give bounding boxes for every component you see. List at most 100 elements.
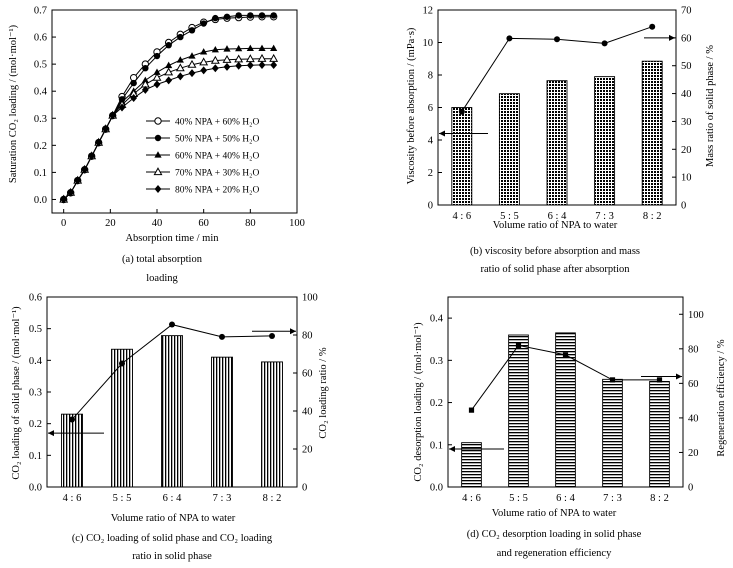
panel-a-point [188, 27, 196, 34]
panel-a-xlabel: Absorption time / min [125, 233, 219, 244]
panel-b-point [649, 23, 656, 30]
panel-a-legend-marker [153, 167, 163, 176]
panel-a-point [270, 12, 277, 19]
panel-a-ylabel: Saturation CO₂ loading / (mol·mol⁻¹) [8, 24, 19, 183]
panel-b-xtick-label: 6 : 4 [548, 211, 567, 222]
panel-a-point [222, 54, 232, 63]
panel-a-point [246, 44, 254, 52]
panel-a-point [102, 125, 110, 134]
panel-a-point [118, 103, 126, 112]
panel-a-point [258, 60, 266, 69]
panel-d-xtick-label: 6 : 4 [556, 493, 575, 504]
panel-d-ytick-left-label: 0.2 [430, 398, 443, 409]
panel-a-legend-marker [154, 185, 162, 193]
panel-a-ytick-label: 0.5 [34, 60, 47, 71]
panel-b-point [554, 36, 560, 43]
panel-a-point [200, 48, 208, 55]
panel-b-ytick-right-label: 0 [681, 201, 686, 212]
panel-a-point [235, 12, 242, 19]
panel-b-ylabel-left: Viscosity before absorption / (mPa·s) [406, 27, 417, 184]
panel-b-ytick-left-label: 6 [428, 103, 433, 114]
panel-a: 0 20 40 60 80 100 0.0 0.1 0.2 0.3 0.4 0.5 0.6 0.7 40% … [8, 6, 305, 285]
panel-a-xtick-label: 80 [245, 218, 256, 229]
panel-d-point [562, 352, 569, 358]
panel-d-ytick-left-label: 0.4 [430, 314, 444, 325]
panel-a-ytick-label: 0.2 [34, 141, 47, 152]
panel-c-caption-line2: ratio in solid phase [132, 551, 212, 562]
panel-c-left-axis-arrow-head [48, 430, 54, 437]
panel-b: 4 : 6 5 : 5 6 : 4 7 : 3 8 : 2 0 2 4 6 8 10 12 0 10 20 3… [406, 6, 716, 276]
panel-a-point [153, 68, 161, 75]
panel-b-xtick-label: 5 : 5 [500, 211, 519, 222]
panel-d-ytick-right-label: 60 [688, 379, 699, 390]
panel-a-point [188, 69, 196, 78]
panel-c-ytick-left-label: 0.3 [29, 388, 42, 399]
panel-b-ytick-left-label: 2 [428, 168, 433, 179]
panel-a-legend-label: 70% NPA + 30% H₂O [175, 169, 259, 179]
panel-d-right-axis-arrow-head [676, 373, 682, 380]
panel-c-ytick-left-label: 0.6 [29, 293, 42, 304]
panel-a-ytick-label: 0.1 [34, 168, 47, 179]
panel-b-xtick-label: 4 : 6 [452, 211, 471, 222]
panel-a-point [177, 33, 184, 41]
panel-d-xtick-label: 5 : 5 [509, 493, 528, 504]
panel-d-ytick-right-label: 80 [688, 344, 699, 355]
panel-b-ytick-left-label: 12 [423, 6, 434, 17]
panel-d-bar [602, 378, 623, 488]
panel-b-point [458, 108, 465, 115]
panel-c-ytick-left-label: 0.1 [29, 451, 42, 462]
panel-a-point [199, 57, 209, 66]
panel-d-ytick-left-label: 0.3 [430, 356, 443, 367]
panel-b-ytick-right-label: 10 [681, 173, 692, 184]
panel-a-point [211, 64, 219, 73]
panel-a-point [153, 80, 161, 89]
panel-b-ytick-left-label: 8 [428, 71, 433, 82]
panel-a-point [152, 72, 162, 81]
panel-c-ytick-right-label: 0 [302, 483, 307, 494]
panel-b-marks: 4 : 6 5 : 5 6 : 4 7 : 3 8 : 2 0 2 4 6 8 10 12 0 10 20 3… [423, 6, 692, 223]
panel-b-right-axis-arrow-head [669, 34, 675, 41]
panel-d-caption-line1: (d) CO₂ desorption loading in solid phas… [467, 529, 642, 540]
panel-a-ytick-label: 0.7 [34, 6, 47, 17]
panel-d-xtick-label: 4 : 6 [462, 493, 481, 504]
panel-b-ytick-right-label: 20 [681, 145, 692, 156]
panel-b-ytick-right-label: 50 [681, 61, 692, 72]
panel-c-right-axis-arrow-head [290, 328, 296, 335]
panel-a-legend-marker [154, 134, 162, 142]
panel-c-bar [211, 356, 233, 488]
panel-b-xlabel: Volume ratio of NPA to water [493, 220, 618, 231]
panel-c-point [219, 333, 225, 340]
panel-a-ytick-label: 0.3 [34, 114, 47, 125]
panel-a-legend-label: 40% NPA + 60% H₂O [175, 118, 259, 128]
panel-a-point [67, 188, 75, 197]
panel-d-left-axis-arrow-head [449, 446, 455, 452]
panel-c-ytick-right-label: 80 [302, 331, 313, 342]
panel-a-xtick-label: 40 [152, 218, 163, 229]
panel-d-point [609, 377, 616, 383]
panel-a-caption-line1: (a) total absorption [122, 254, 203, 265]
panel-a-frame [51, 9, 298, 214]
panel-b-bar [594, 76, 616, 206]
panel-a-point [95, 138, 103, 147]
panel-a-legend-marker [154, 117, 162, 125]
panel-d-bar [555, 332, 576, 488]
panel-c-marks: 4 : 6 5 : 5 6 : 4 7 : 3 8 : 2 0.0 0.1 0.2 0.3 0.4… [29, 293, 318, 505]
panel-c-ylabel-right: CO₂ loading ratio / % [318, 347, 329, 438]
panel-b-point [506, 35, 513, 42]
panel-c-point [269, 332, 275, 339]
panel-d-ytick-right-label: 0 [688, 483, 693, 494]
panel-a-point [81, 165, 89, 174]
panel-d-ytick-right-label: 40 [688, 413, 699, 424]
panel-c-bar [111, 348, 133, 488]
panel-a-point [223, 13, 231, 20]
panel-a-point [223, 62, 231, 71]
panel-b-xtick-label: 8 : 2 [643, 211, 662, 222]
panel-a-point [88, 152, 96, 161]
panel-b-bar [451, 107, 473, 206]
panel-d-point [468, 407, 475, 413]
panel-c-ytick-right-label: 100 [302, 293, 318, 304]
panel-a-point [165, 76, 173, 85]
panel-a-xtick-label: 20 [105, 218, 116, 229]
panel-c-caption-line1: (c) CO₂ loading of solid phase and CO₂ l… [72, 533, 273, 544]
panel-a-ytick-label: 0.0 [34, 195, 47, 206]
